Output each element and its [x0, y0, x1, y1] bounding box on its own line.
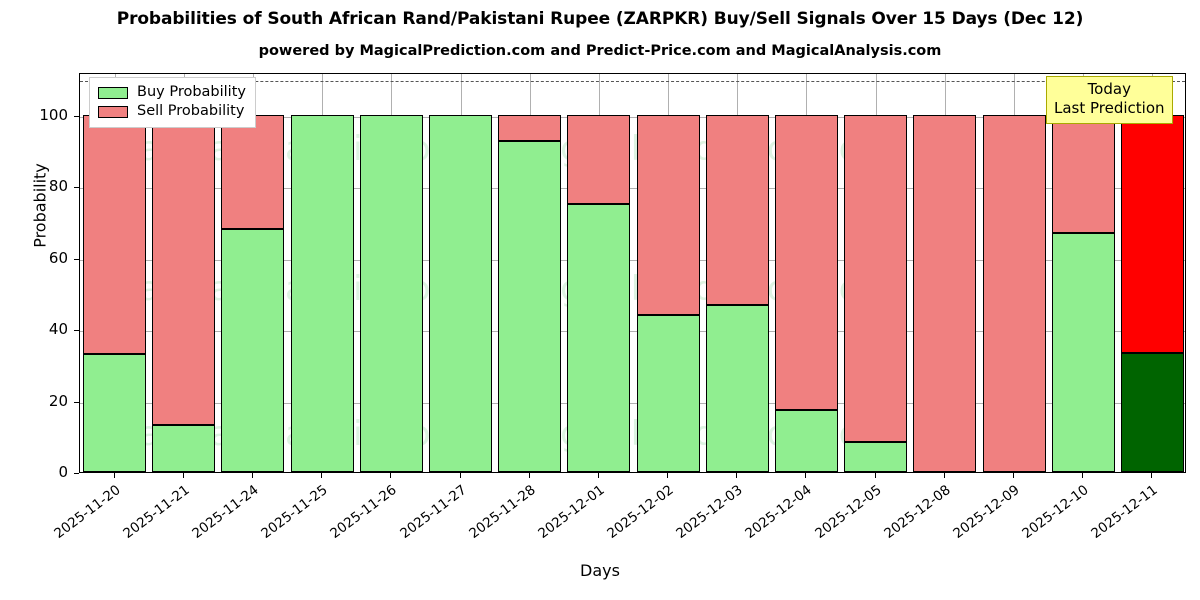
bar[interactable]: [705, 74, 769, 472]
x-tick-mark: [805, 473, 806, 478]
x-axis-label: Days: [580, 561, 620, 580]
bar-segment-sell[interactable]: [705, 114, 769, 306]
bar-segment-sell[interactable]: [83, 114, 147, 355]
bar[interactable]: [844, 74, 908, 472]
bar-segment-sell[interactable]: [152, 114, 216, 425]
y-tick-label: 80: [48, 177, 68, 196]
gridline-horizontal: [80, 402, 1185, 404]
y-tick-label: 100: [39, 105, 68, 124]
y-tick-mark: [74, 187, 79, 188]
last-prediction-label: Last Prediction: [1054, 99, 1165, 117]
x-tick-mark: [252, 473, 253, 478]
y-tick-mark: [74, 116, 79, 117]
bar-segment-sell[interactable]: [567, 114, 631, 205]
bar-segment-buy[interactable]: [152, 424, 216, 472]
gridline-horizontal: [80, 331, 1185, 333]
x-tick-mark: [1151, 473, 1152, 478]
bar-segment-buy[interactable]: [221, 229, 285, 472]
bar-segment-buy[interactable]: [1051, 232, 1115, 472]
x-tick-mark: [736, 473, 737, 478]
today-label: Today: [1087, 80, 1131, 98]
legend-swatch-buy-icon: [98, 86, 128, 99]
bar[interactable]: [221, 74, 285, 472]
y-tick-label: 40: [48, 320, 68, 339]
bar-segment-sell[interactable]: [774, 114, 838, 410]
bar[interactable]: [1051, 74, 1115, 472]
bar[interactable]: [498, 74, 562, 472]
bar-segment-buy[interactable]: [290, 114, 354, 472]
x-tick-mark: [114, 473, 115, 478]
bar-segment-buy[interactable]: [1120, 353, 1184, 472]
bar[interactable]: [913, 74, 977, 472]
legend-swatch-sell-icon: [98, 105, 128, 118]
bar[interactable]: [567, 74, 631, 472]
bar-segment-sell[interactable]: [913, 114, 977, 472]
bar[interactable]: [359, 74, 423, 472]
bar-segment-sell[interactable]: [1051, 114, 1115, 233]
legend-item-sell[interactable]: Sell Probability: [98, 102, 246, 121]
bar-segment-buy[interactable]: [429, 114, 493, 472]
x-tick-mark: [667, 473, 668, 478]
today-annotation: Today Last Prediction: [1046, 76, 1173, 124]
bar-segment-buy[interactable]: [567, 204, 631, 472]
y-axis-label: Probability: [30, 163, 50, 248]
bar-segment-buy[interactable]: [636, 314, 700, 472]
y-tick-label: 60: [48, 248, 68, 267]
legend-label-buy: Buy Probability: [137, 84, 246, 100]
bar[interactable]: [982, 74, 1046, 472]
bar-segment-buy[interactable]: [359, 114, 423, 472]
chart-title: Probabilities of South African Rand/Paki…: [116, 9, 1084, 29]
threshold-line: [80, 81, 1185, 83]
x-tick-mark: [1082, 473, 1083, 478]
chart-subtitle: powered by MagicalPrediction.com and Pre…: [258, 43, 942, 59]
y-tick-mark: [74, 402, 79, 403]
x-tick-mark: [460, 473, 461, 478]
legend-label-sell: Sell Probability: [137, 103, 245, 119]
gridline-horizontal: [80, 188, 1185, 190]
plot-area: MagicalAnalysis.com MagicalPrediction.com…: [79, 73, 1186, 473]
plot-inner: MagicalAnalysis.com MagicalPrediction.com…: [80, 74, 1185, 472]
x-tick-mark: [1013, 473, 1014, 478]
gridline-horizontal: [80, 259, 1185, 261]
bar-segment-buy[interactable]: [844, 442, 908, 472]
bar-segment-sell[interactable]: [498, 114, 562, 141]
bar[interactable]: [429, 74, 493, 472]
x-tick-mark: [598, 473, 599, 478]
bar-segment-sell[interactable]: [1120, 114, 1184, 354]
bar[interactable]: [636, 74, 700, 472]
y-tick-label: 0: [58, 463, 68, 481]
bar-segment-sell[interactable]: [982, 114, 1046, 472]
bar-segment-sell[interactable]: [221, 114, 285, 230]
x-tick-mark: [321, 473, 322, 478]
x-tick-mark: [183, 473, 184, 478]
x-tick-mark: [944, 473, 945, 478]
bar-today[interactable]: [1120, 74, 1184, 472]
bar[interactable]: [290, 74, 354, 472]
y-tick-mark: [74, 330, 79, 331]
y-tick-mark: [74, 259, 79, 260]
bar[interactable]: [152, 74, 216, 472]
chart-legend: Buy Probability Sell Probability: [89, 77, 256, 128]
bar-segment-sell[interactable]: [844, 114, 908, 443]
legend-item-buy[interactable]: Buy Probability: [98, 83, 246, 102]
y-tick-label: 20: [48, 391, 68, 410]
gridline-horizontal: [80, 116, 1185, 118]
bar-segment-buy[interactable]: [83, 354, 147, 472]
y-tick-mark: [74, 473, 79, 474]
x-tick-mark: [875, 473, 876, 478]
x-tick-mark: [390, 473, 391, 478]
bar[interactable]: [83, 74, 147, 472]
x-tick-mark: [529, 473, 530, 478]
bar-segment-sell[interactable]: [636, 114, 700, 315]
bar-segment-buy[interactable]: [498, 140, 562, 472]
bar-segment-buy[interactable]: [774, 409, 838, 472]
bar[interactable]: [774, 74, 838, 472]
bar-segment-buy[interactable]: [705, 305, 769, 472]
